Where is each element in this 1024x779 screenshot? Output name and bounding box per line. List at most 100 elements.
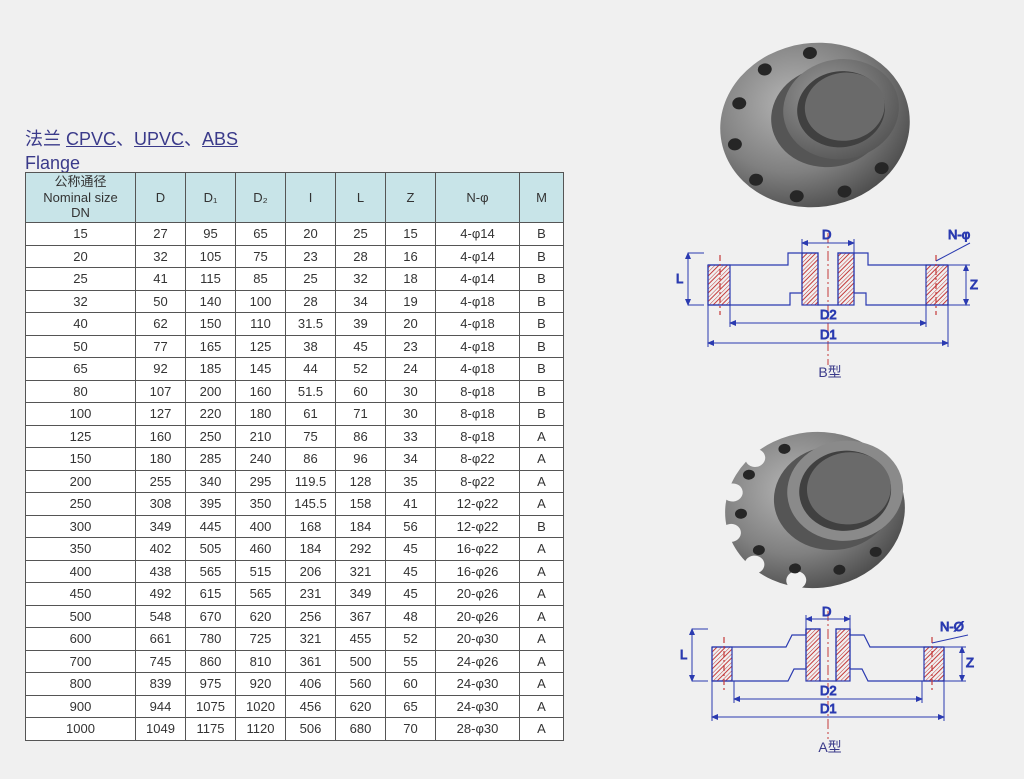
table-cell: 450 bbox=[26, 583, 136, 606]
table-cell: 86 bbox=[336, 425, 386, 448]
col-header: D₂ bbox=[236, 173, 286, 223]
table-cell: 292 bbox=[336, 538, 386, 561]
table-cell: 285 bbox=[186, 448, 236, 471]
table-cell: 400 bbox=[236, 515, 286, 538]
table-row: 32501401002834194-φ18B bbox=[26, 290, 564, 313]
table-cell: 32 bbox=[136, 245, 186, 268]
table-cell: 60 bbox=[336, 380, 386, 403]
table-cell: 321 bbox=[286, 628, 336, 651]
table-cell: 38 bbox=[286, 335, 336, 358]
title-cn: 法兰 CPVC、UPVC、ABS bbox=[25, 125, 238, 151]
table-cell: 70 bbox=[386, 718, 436, 741]
table-cell: 92 bbox=[136, 358, 186, 381]
table-row: 7007458608103615005524-φ26A bbox=[26, 650, 564, 673]
table-row: 50771651253845234-φ18B bbox=[26, 335, 564, 358]
table-cell: 661 bbox=[136, 628, 186, 651]
table-cell: 45 bbox=[386, 538, 436, 561]
table-cell: 125 bbox=[26, 425, 136, 448]
table-cell: 15 bbox=[386, 223, 436, 246]
table-cell: 500 bbox=[336, 650, 386, 673]
table-cell: 445 bbox=[186, 515, 236, 538]
table-cell: 455 bbox=[336, 628, 386, 651]
table-cell: 41 bbox=[136, 268, 186, 291]
dim-label-l: L bbox=[680, 647, 687, 662]
table-cell: 4-φ18 bbox=[436, 358, 520, 381]
table-cell: 33 bbox=[386, 425, 436, 448]
table-cell: 12-φ22 bbox=[436, 515, 520, 538]
table-cell: 680 bbox=[336, 718, 386, 741]
table-cell: 206 bbox=[286, 560, 336, 583]
table-cell: 48 bbox=[386, 605, 436, 628]
section-diagram-b: D D2 D1 L Z N-φ bbox=[670, 225, 990, 380]
diagram-b-caption: B型 bbox=[670, 362, 990, 382]
table-cell: 25 bbox=[26, 268, 136, 291]
table-cell: 256 bbox=[286, 605, 336, 628]
table-cell: 34 bbox=[386, 448, 436, 471]
col-header: I bbox=[286, 173, 336, 223]
table-cell: 1175 bbox=[186, 718, 236, 741]
table-cell: 28 bbox=[336, 245, 386, 268]
table-cell: 23 bbox=[286, 245, 336, 268]
table-cell: 255 bbox=[136, 470, 186, 493]
table-cell: 35 bbox=[386, 470, 436, 493]
table-cell: 4-φ14 bbox=[436, 245, 520, 268]
table-cell: 52 bbox=[336, 358, 386, 381]
table-cell: 231 bbox=[286, 583, 336, 606]
table-row: 5005486706202563674820-φ26A bbox=[26, 605, 564, 628]
table-cell: A bbox=[520, 493, 564, 516]
table-cell: 165 bbox=[186, 335, 236, 358]
table-row: 10001049117511205066807028-φ30A bbox=[26, 718, 564, 741]
dim-label-nphi: N-Ø bbox=[940, 619, 964, 634]
table-cell: 52 bbox=[386, 628, 436, 651]
table-cell: A bbox=[520, 538, 564, 561]
flange-render-b bbox=[715, 10, 935, 220]
material-link-0[interactable]: CPVC bbox=[66, 129, 116, 149]
dim-label-d: D bbox=[822, 605, 831, 619]
table-cell: 600 bbox=[26, 628, 136, 651]
table-cell: 548 bbox=[136, 605, 186, 628]
table-cell: 1075 bbox=[186, 695, 236, 718]
table-cell: 51.5 bbox=[286, 380, 336, 403]
dim-label-z: Z bbox=[966, 655, 974, 670]
table-cell: 50 bbox=[26, 335, 136, 358]
table-cell: 180 bbox=[236, 403, 286, 426]
table-cell: B bbox=[520, 268, 564, 291]
table-cell: 150 bbox=[26, 448, 136, 471]
table-cell: 24 bbox=[386, 358, 436, 381]
table-cell: 515 bbox=[236, 560, 286, 583]
table-cell: 96 bbox=[336, 448, 386, 471]
table-cell: 900 bbox=[26, 695, 136, 718]
table-cell: 160 bbox=[136, 425, 186, 448]
table-cell: 8-φ18 bbox=[436, 380, 520, 403]
table-cell: 185 bbox=[186, 358, 236, 381]
table-cell: 20 bbox=[286, 223, 336, 246]
table-row: 1001272201806171308-φ18B bbox=[26, 403, 564, 426]
table-cell: 95 bbox=[186, 223, 236, 246]
table-cell: 23 bbox=[386, 335, 436, 358]
table-cell: 25 bbox=[286, 268, 336, 291]
table-cell: 860 bbox=[186, 650, 236, 673]
material-link-2[interactable]: ABS bbox=[202, 129, 238, 149]
table-cell: 20 bbox=[386, 313, 436, 336]
table-cell: 4-φ14 bbox=[436, 268, 520, 291]
table-cell: 210 bbox=[236, 425, 286, 448]
table-cell: 115 bbox=[186, 268, 236, 291]
material-link-1[interactable]: UPVC bbox=[134, 129, 184, 149]
table-cell: 300 bbox=[26, 515, 136, 538]
table-cell: 456 bbox=[286, 695, 336, 718]
table-row: 2032105752328164-φ14B bbox=[26, 245, 564, 268]
spec-table: 公称通径Nominal sizeDNDD₁D₂ILZN-φM1527956520… bbox=[25, 172, 564, 741]
section-diagram-a: D D2 D1 L Z N-Ø A型 bbox=[670, 605, 990, 755]
table-cell: 150 bbox=[186, 313, 236, 336]
table-cell: 367 bbox=[336, 605, 386, 628]
table-cell: 560 bbox=[336, 673, 386, 696]
table-cell: 350 bbox=[236, 493, 286, 516]
table-cell: A bbox=[520, 448, 564, 471]
table-cell: 4-φ18 bbox=[436, 313, 520, 336]
table-cell: 944 bbox=[136, 695, 186, 718]
table-cell: 400 bbox=[26, 560, 136, 583]
table-cell: 30 bbox=[386, 380, 436, 403]
table-cell: 16-φ22 bbox=[436, 538, 520, 561]
table-cell: 460 bbox=[236, 538, 286, 561]
dim-label-d2: D2 bbox=[820, 683, 837, 698]
